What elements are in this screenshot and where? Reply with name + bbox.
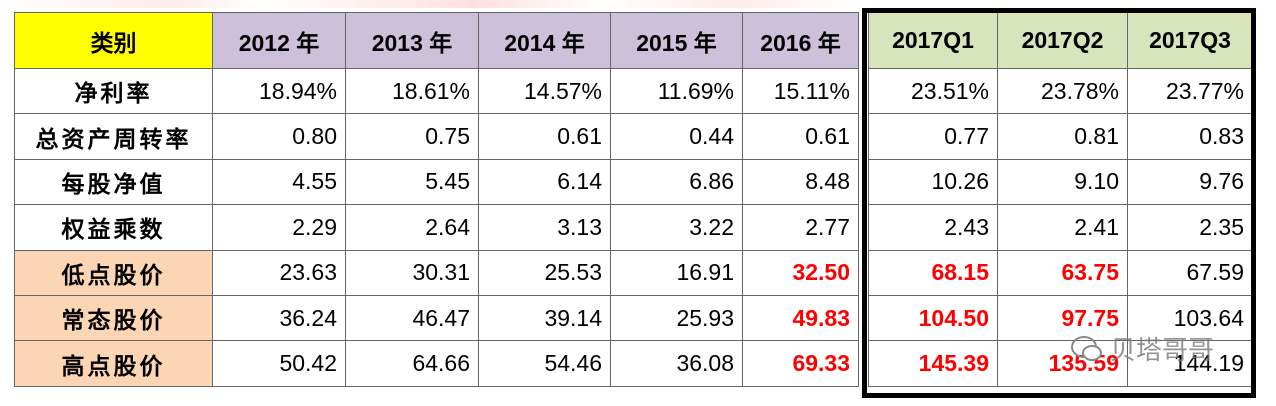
wechat-icon — [1071, 335, 1102, 361]
value-cell: 144.19 — [1127, 340, 1253, 387]
header-cell: 2013 年 — [345, 12, 479, 69]
value-cell: 6.86 — [610, 158, 743, 206]
value-cell: 46.47 — [345, 295, 479, 342]
cropped-strip — [0, 0, 860, 8]
value-cell: 6.14 — [478, 158, 611, 206]
value-cell: 2.43 — [868, 204, 998, 251]
value-cell: 23.77% — [1127, 68, 1253, 115]
value-cell: 0.77 — [868, 113, 998, 160]
value-cell: 145.39 — [868, 340, 998, 387]
value-cell: 4.55 — [212, 158, 346, 206]
value-cell: 68.15 — [868, 249, 998, 296]
value-cell: 23.63 — [212, 249, 346, 296]
value-cell: 39.14 — [478, 295, 611, 342]
value-cell: 18.94% — [212, 68, 346, 115]
row-label: 高点股价 — [14, 340, 213, 387]
value-cell: 0.61 — [478, 113, 611, 160]
value-cell: 2.77 — [742, 204, 859, 251]
header-cell: 2017Q2 — [997, 12, 1128, 69]
value-cell: 2.41 — [997, 204, 1128, 251]
value-cell: 32.50 — [742, 249, 859, 296]
value-cell: 0.61 — [742, 113, 859, 160]
value-cell: 104.50 — [868, 295, 998, 342]
value-cell: 50.42 — [212, 340, 346, 387]
value-cell: 23.78% — [997, 68, 1128, 115]
header-cell: 2016 年 — [742, 12, 859, 69]
value-cell: 3.22 — [610, 204, 743, 251]
watermark-text: 贝塔哥哥 — [1110, 335, 1215, 365]
header-cell: 2017Q3 — [1127, 12, 1253, 69]
value-cell: 23.51% — [868, 68, 998, 115]
value-cell: 49.83 — [742, 295, 859, 342]
value-cell: 0.75 — [345, 113, 479, 160]
header-cell: 类别 — [14, 12, 213, 69]
header-cell: 2015 年 — [610, 12, 743, 69]
header-cell: 2014 年 — [478, 12, 611, 69]
value-cell: 25.93 — [610, 295, 743, 342]
value-cell: 63.75 — [997, 249, 1128, 296]
value-cell: 2.29 — [212, 204, 346, 251]
value-cell: 2.64 — [345, 204, 479, 251]
value-cell: 16.91 — [610, 249, 743, 296]
value-cell: 2.35 — [1127, 204, 1253, 251]
value-cell: 0.81 — [997, 113, 1128, 160]
value-cell: 36.08 — [610, 340, 743, 387]
value-cell: 36.24 — [212, 295, 346, 342]
value-cell: 54.46 — [478, 340, 611, 387]
value-cell: 64.66 — [345, 340, 479, 387]
row-label: 每股净值 — [14, 158, 213, 206]
value-cell: 0.44 — [610, 113, 743, 160]
value-cell: 3.13 — [478, 204, 611, 251]
row-label: 权益乘数 — [14, 204, 213, 251]
row-label: 低点股价 — [14, 249, 213, 296]
value-cell: 15.11% — [742, 68, 859, 115]
header-cell: 2017Q1 — [868, 12, 998, 69]
value-cell: 69.33 — [742, 340, 859, 387]
value-cell: 9.10 — [997, 158, 1128, 206]
row-label: 总资产周转率 — [14, 113, 213, 160]
value-cell: 67.59 — [1127, 249, 1253, 296]
value-cell: 30.31 — [345, 249, 479, 296]
row-label: 净利率 — [14, 68, 213, 115]
value-cell: 9.76 — [1127, 158, 1253, 206]
value-cell: 10.26 — [868, 158, 998, 206]
value-cell: 18.61% — [345, 68, 479, 115]
value-cell: 11.69% — [610, 68, 743, 115]
value-cell: 0.80 — [212, 113, 346, 160]
watermark: 贝塔哥哥 — [1070, 330, 1214, 367]
value-cell: 25.53 — [478, 249, 611, 296]
value-cell: 14.57% — [478, 68, 611, 115]
value-cell: 5.45 — [345, 158, 479, 206]
row-label: 常态股价 — [14, 295, 213, 342]
header-cell: 2012 年 — [212, 12, 346, 69]
value-cell: 8.48 — [742, 158, 859, 206]
value-cell: 0.83 — [1127, 113, 1253, 160]
